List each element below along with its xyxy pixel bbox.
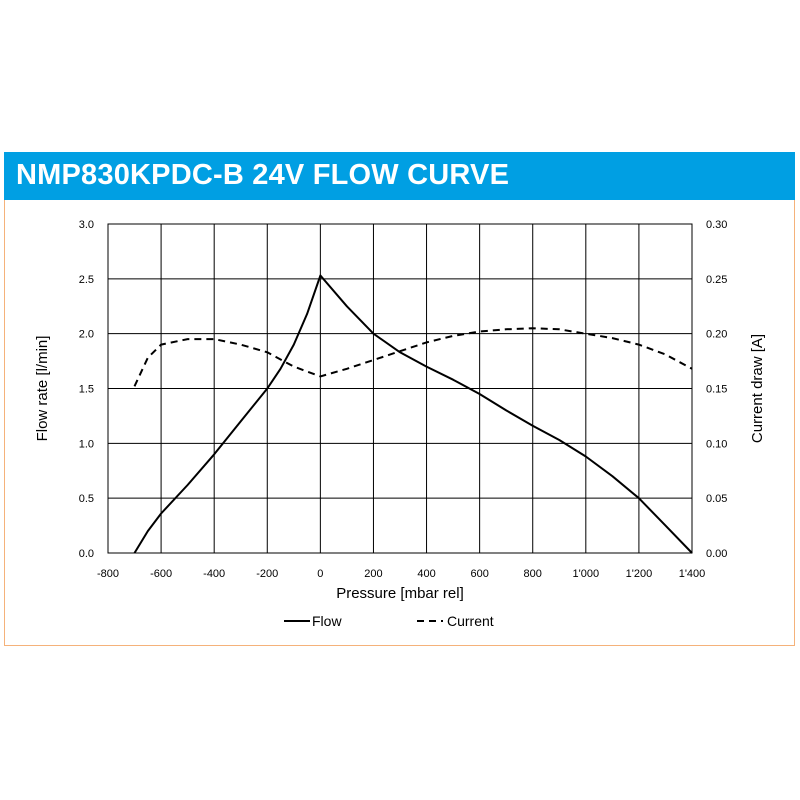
- y2-axis-ticks: 0.00 0.05 0.10 0.15 0.20 0.25 0.30: [706, 219, 727, 560]
- series-line-current: [133, 327, 693, 387]
- x-tick-label: 400: [417, 568, 435, 580]
- legend-flow-label: Flow: [312, 613, 342, 629]
- y2-tick-label: 0.25: [706, 274, 727, 286]
- x-tick-label: -200: [256, 568, 278, 580]
- x-tick-label: 600: [470, 568, 488, 580]
- legend: Flow Current: [284, 613, 494, 629]
- y2-tick-label: 0.30: [706, 219, 727, 231]
- legend-current-label: Current: [447, 613, 494, 629]
- series-line-flow: [133, 274, 693, 554]
- x-tick-label: 800: [524, 568, 542, 580]
- y-axis-ticks: 0.0 0.5 1.0 1.5 2.0 2.5 3.0: [79, 219, 94, 560]
- y2-axis-label: Current draw [A]: [749, 334, 766, 443]
- grid: [108, 224, 692, 553]
- x-tick-label: 0: [317, 568, 323, 580]
- x-tick-label: -800: [97, 568, 119, 580]
- y-tick-label: 0.0: [79, 548, 94, 560]
- y-axis-label: Flow rate [l/min]: [34, 336, 51, 442]
- y2-tick-label: 0.10: [706, 438, 727, 450]
- y2-tick-label: 0.20: [706, 329, 727, 341]
- y2-tick-label: 0.15: [706, 384, 727, 396]
- x-axis-ticks: -800 -600 -400 -200 0 200 400 600 800 1'000 1'200 1…: [97, 568, 705, 580]
- y-tick-label: 0.5: [79, 493, 94, 505]
- x-tick-label: 200: [364, 568, 382, 580]
- y2-tick-label: 0.00: [706, 548, 727, 560]
- x-tick-label: 1'000: [573, 568, 600, 580]
- chart-frame: [4, 152, 795, 646]
- chart-title: NMP830KPDC-B 24V FLOW CURVE: [16, 159, 510, 191]
- x-axis-label: Pressure [mbar rel]: [336, 585, 464, 602]
- x-tick-label: 1'200: [626, 568, 653, 580]
- y-tick-label: 2.5: [79, 274, 94, 286]
- y-tick-label: 3.0: [79, 219, 94, 231]
- y2-tick-label: 0.05: [706, 493, 727, 505]
- y-tick-label: 1.0: [79, 438, 94, 450]
- x-tick-label: -400: [203, 568, 225, 580]
- title-banner: NMP830KPDC-B 24V FLOW CURVE: [4, 152, 795, 200]
- y-tick-label: 1.5: [79, 384, 94, 396]
- plot-area-border: [107, 223, 693, 554]
- series-lines: [133, 274, 693, 554]
- x-tick-label: 1'400: [679, 568, 706, 580]
- y-tick-label: 2.0: [79, 329, 94, 341]
- x-tick-label: -600: [150, 568, 172, 580]
